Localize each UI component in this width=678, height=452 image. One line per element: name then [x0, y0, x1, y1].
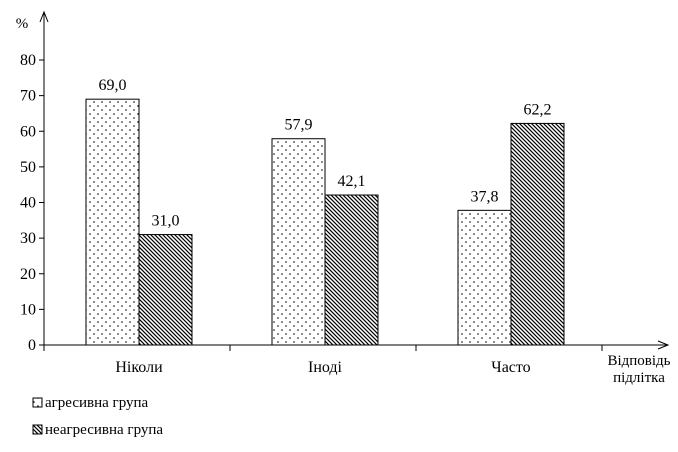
value-label: 62,2: [524, 101, 552, 118]
bar-non-aggressive: [324, 194, 379, 346]
legend-swatch: [32, 397, 43, 408]
value-label: 37,8: [471, 188, 499, 205]
bar-aggressive: [457, 209, 512, 346]
y-tick-label: 50: [20, 159, 36, 176]
bar-non-aggressive: [510, 122, 565, 346]
category-label: Іноді: [308, 359, 343, 376]
legend-label: неагресивна група: [45, 422, 163, 438]
y-tick-label: 30: [20, 230, 36, 247]
bar-aggressive: [271, 138, 326, 346]
y-tick-label: 40: [20, 195, 36, 212]
y-tick-label: 10: [20, 301, 36, 318]
value-label: 69,0: [99, 77, 127, 94]
x-axis-arrow: [657, 340, 670, 350]
y-axis-arrow: [39, 10, 49, 23]
value-label: 57,9: [285, 117, 313, 134]
legend-layer: агресивна група неагресивна група: [32, 395, 163, 438]
x-axis-title-line: підлітка: [613, 370, 665, 386]
y-tick-label: 60: [20, 123, 36, 140]
x-axis-title-line: Відповідь: [607, 353, 670, 369]
bar-non-aggressive: [138, 234, 193, 346]
bars-layer: [85, 98, 565, 346]
y-tick-label: 20: [20, 266, 36, 283]
legend-label: агресивна група: [45, 395, 149, 411]
labels-layer: 69,0 57,9 37,8 31,0 42,1 62,2: [99, 77, 552, 229]
y-tick-label: 80: [20, 52, 36, 69]
value-label: 31,0: [152, 213, 180, 230]
y-tick-label: 0: [28, 337, 36, 354]
y-axis-title: %: [16, 16, 29, 32]
value-label: 42,1: [338, 173, 366, 190]
legend-swatch: [32, 424, 43, 435]
category-label: Ніколи: [115, 359, 163, 376]
bar-aggressive: [85, 98, 140, 346]
category-label: Часто: [491, 359, 530, 376]
y-tick-label: 70: [20, 88, 36, 105]
